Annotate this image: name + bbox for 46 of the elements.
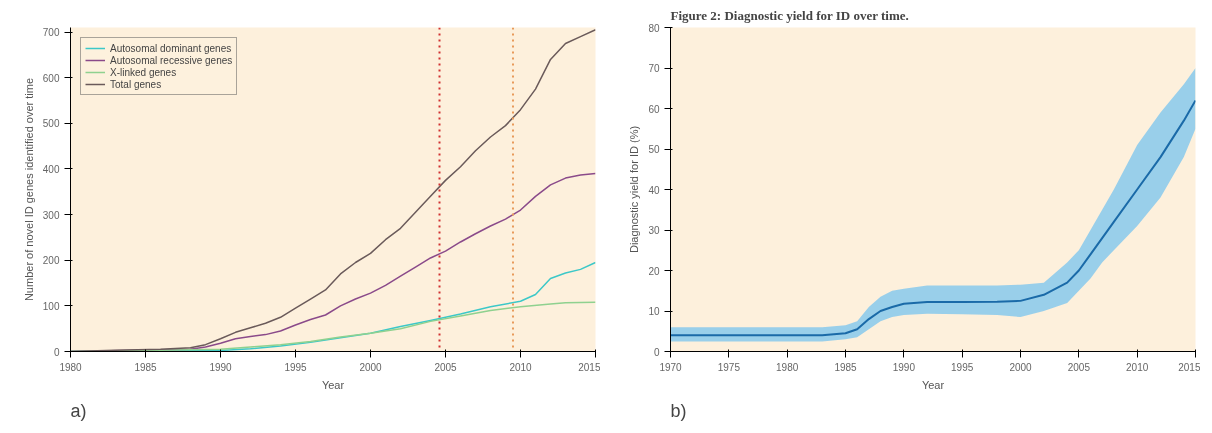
- y-tick-label: 20: [648, 265, 660, 277]
- legend-label: Total genes: [110, 78, 162, 90]
- legend-label: Autosomal dominant genes: [110, 42, 232, 54]
- x-tick-label: 1975: [717, 361, 741, 373]
- text: b): [670, 400, 687, 421]
- y-tick-label: 100: [42, 300, 60, 312]
- y-axis-title: Number of novel ID genes identified over time: [22, 77, 35, 302]
- x-tick-label: 2000: [1009, 361, 1033, 373]
- text: a): [70, 400, 87, 421]
- y-tick-label: 300: [42, 209, 60, 221]
- y-tick-label: 0: [653, 346, 660, 358]
- legend-label: Autosomal recessive genes: [110, 54, 233, 66]
- y-tick-label: 60: [648, 103, 660, 115]
- x-tick-label: 2010: [1126, 361, 1149, 373]
- x-axis-title: Year: [921, 378, 945, 391]
- x-tick-label: 2000: [359, 361, 383, 373]
- y-tick-label: 0: [53, 346, 60, 358]
- y-tick-label: 40: [648, 184, 660, 196]
- x-tick-label: 2010: [509, 361, 533, 373]
- x-tick-label: 1980: [59, 361, 83, 373]
- x-tick-label: 1985: [834, 361, 858, 373]
- x-tick-label: 2015: [578, 361, 601, 373]
- x-tick-label: 1990: [209, 361, 233, 373]
- x-tick-label: 2005: [434, 361, 458, 373]
- x-tick-label: 1995: [951, 361, 974, 373]
- x-tick-label: 2015: [1178, 361, 1201, 373]
- y-tick-label: 50: [648, 144, 660, 155]
- y-axis-title: Diagnostic yield for ID (%): [628, 125, 641, 254]
- legend-label: X-linked genes: [110, 66, 177, 78]
- x-axis-title: Year: [321, 378, 345, 391]
- y-tick-label: 500: [42, 118, 60, 130]
- y-tick-label: 80: [648, 22, 660, 34]
- x-tick-label: 1970: [659, 361, 683, 373]
- y-tick-label: 200: [42, 255, 60, 267]
- x-tick-label: 1995: [284, 361, 308, 373]
- y-tick-label: 30: [648, 225, 660, 236]
- x-tick-label: 1985: [134, 361, 158, 373]
- y-tick-label: 700: [42, 27, 60, 39]
- chart-title: Figure 2: Diagnostic yield for ID over time.: [670, 7, 909, 23]
- x-tick-label: 1990: [892, 361, 916, 373]
- y-tick-label: 10: [648, 306, 660, 317]
- y-tick-label: 400: [42, 163, 60, 175]
- y-tick-label: 600: [42, 72, 60, 84]
- x-tick-label: 2005: [1067, 361, 1091, 373]
- x-tick-label: 1980: [776, 361, 799, 373]
- y-tick-label: 70: [648, 63, 660, 74]
